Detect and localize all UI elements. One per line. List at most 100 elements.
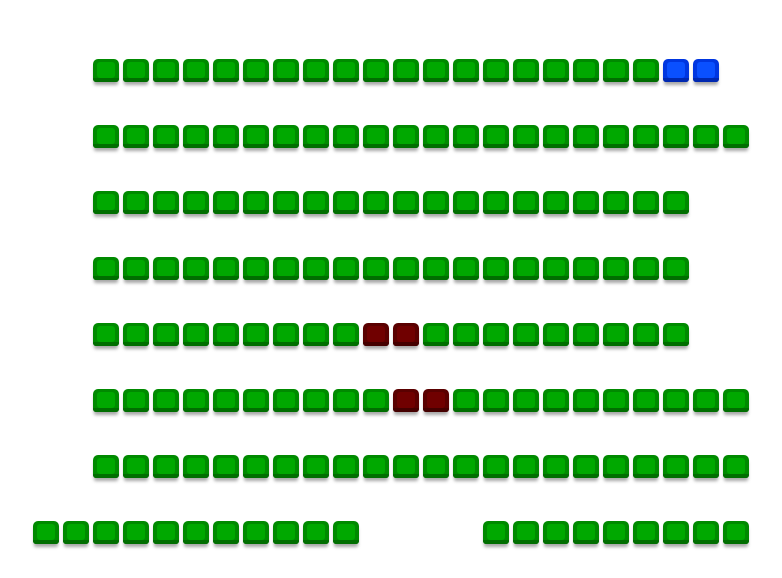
seat-available[interactable] <box>453 125 479 148</box>
seat-available[interactable] <box>93 323 119 346</box>
seat-available[interactable] <box>453 389 479 412</box>
seat-available[interactable] <box>333 59 359 82</box>
seat-available[interactable] <box>273 455 299 478</box>
seat-occupied[interactable] <box>363 323 389 346</box>
seat-available[interactable] <box>153 59 179 82</box>
seat-available[interactable] <box>633 455 659 478</box>
seat-available[interactable] <box>183 389 209 412</box>
seat-available[interactable] <box>573 59 599 82</box>
seat-available[interactable] <box>303 323 329 346</box>
seat-available[interactable] <box>93 257 119 280</box>
seat-occupied[interactable] <box>393 389 419 412</box>
seat-available[interactable] <box>213 389 239 412</box>
seat-available[interactable] <box>513 389 539 412</box>
seat-available[interactable] <box>543 521 569 544</box>
seat-available[interactable] <box>303 389 329 412</box>
seat-available[interactable] <box>573 455 599 478</box>
seat-available[interactable] <box>693 125 719 148</box>
seat-available[interactable] <box>123 125 149 148</box>
seat-available[interactable] <box>483 191 509 214</box>
seat-available[interactable] <box>423 59 449 82</box>
seat-available[interactable] <box>453 191 479 214</box>
seat-selected[interactable] <box>663 59 689 82</box>
seat-available[interactable] <box>663 521 689 544</box>
seat-available[interactable] <box>93 389 119 412</box>
seat-available[interactable] <box>513 191 539 214</box>
seat-selected[interactable] <box>693 59 719 82</box>
seat-available[interactable] <box>543 59 569 82</box>
seat-available[interactable] <box>123 323 149 346</box>
seat-available[interactable] <box>543 191 569 214</box>
seat-available[interactable] <box>633 521 659 544</box>
seat-available[interactable] <box>483 521 509 544</box>
seat-available[interactable] <box>213 59 239 82</box>
seat-available[interactable] <box>333 455 359 478</box>
seat-available[interactable] <box>393 191 419 214</box>
seat-available[interactable] <box>183 455 209 478</box>
seat-available[interactable] <box>723 455 749 478</box>
seat-available[interactable] <box>573 389 599 412</box>
seat-available[interactable] <box>423 125 449 148</box>
seat-available[interactable] <box>393 257 419 280</box>
seat-available[interactable] <box>333 389 359 412</box>
seat-available[interactable] <box>603 455 629 478</box>
seat-available[interactable] <box>573 323 599 346</box>
seat-available[interactable] <box>333 257 359 280</box>
seat-available[interactable] <box>633 257 659 280</box>
seat-available[interactable] <box>483 389 509 412</box>
seat-available[interactable] <box>483 59 509 82</box>
seat-available[interactable] <box>213 521 239 544</box>
seat-available[interactable] <box>393 125 419 148</box>
seat-available[interactable] <box>423 455 449 478</box>
seat-available[interactable] <box>603 125 629 148</box>
seat-available[interactable] <box>243 191 269 214</box>
seat-available[interactable] <box>333 521 359 544</box>
seat-available[interactable] <box>513 59 539 82</box>
seat-available[interactable] <box>123 521 149 544</box>
seat-available[interactable] <box>513 455 539 478</box>
seat-available[interactable] <box>483 323 509 346</box>
seat-available[interactable] <box>423 323 449 346</box>
seat-available[interactable] <box>273 191 299 214</box>
seat-available[interactable] <box>273 59 299 82</box>
seat-available[interactable] <box>363 257 389 280</box>
seat-available[interactable] <box>723 125 749 148</box>
seat-available[interactable] <box>693 455 719 478</box>
seat-available[interactable] <box>333 191 359 214</box>
seat-available[interactable] <box>243 389 269 412</box>
seat-available[interactable] <box>33 521 59 544</box>
seat-available[interactable] <box>243 323 269 346</box>
seat-available[interactable] <box>363 59 389 82</box>
seat-available[interactable] <box>423 191 449 214</box>
seat-available[interactable] <box>333 323 359 346</box>
seat-available[interactable] <box>543 125 569 148</box>
seat-available[interactable] <box>183 191 209 214</box>
seat-available[interactable] <box>633 389 659 412</box>
seat-available[interactable] <box>243 521 269 544</box>
seat-available[interactable] <box>183 59 209 82</box>
seat-occupied[interactable] <box>393 323 419 346</box>
seat-available[interactable] <box>153 257 179 280</box>
seat-available[interactable] <box>543 389 569 412</box>
seat-available[interactable] <box>693 389 719 412</box>
seat-available[interactable] <box>603 257 629 280</box>
seat-available[interactable] <box>603 389 629 412</box>
seat-available[interactable] <box>153 455 179 478</box>
seat-available[interactable] <box>243 59 269 82</box>
seat-available[interactable] <box>633 59 659 82</box>
seat-available[interactable] <box>243 455 269 478</box>
seat-available[interactable] <box>543 257 569 280</box>
seat-available[interactable] <box>543 323 569 346</box>
seat-available[interactable] <box>153 191 179 214</box>
seat-available[interactable] <box>573 257 599 280</box>
seat-available[interactable] <box>363 125 389 148</box>
seat-available[interactable] <box>183 125 209 148</box>
seat-available[interactable] <box>123 257 149 280</box>
seat-available[interactable] <box>63 521 89 544</box>
seat-available[interactable] <box>153 323 179 346</box>
seat-available[interactable] <box>333 125 359 148</box>
seat-available[interactable] <box>633 125 659 148</box>
seat-available[interactable] <box>303 191 329 214</box>
seat-available[interactable] <box>213 455 239 478</box>
seat-available[interactable] <box>93 125 119 148</box>
